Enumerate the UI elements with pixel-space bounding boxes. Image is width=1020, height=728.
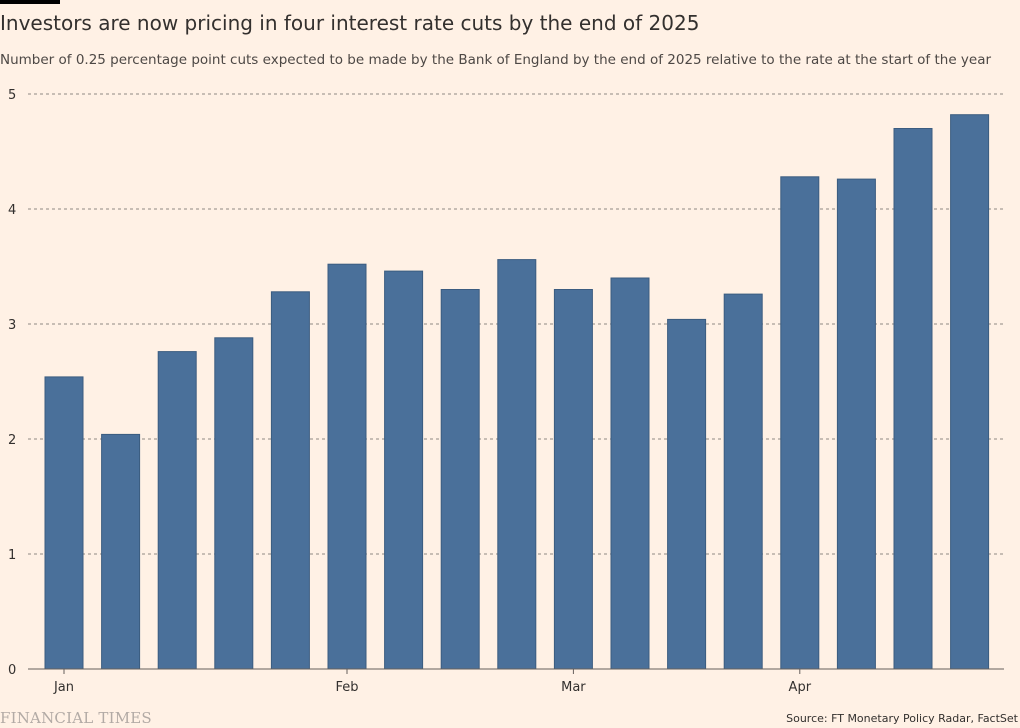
bar [836, 178, 876, 670]
bar [893, 128, 933, 670]
x-tick-label: Apr [789, 680, 812, 695]
y-tick-label: 5 [8, 88, 16, 103]
bar [723, 293, 763, 670]
bar [440, 289, 480, 670]
bar [327, 263, 367, 670]
bar [780, 176, 820, 670]
bar [214, 337, 254, 670]
chart-title: Investors are now pricing in four intere… [0, 11, 700, 35]
bar [270, 291, 310, 670]
y-tick-label: 0 [8, 663, 16, 678]
bar-chart: 0 1 2 3 4 5 Jan Feb Mar Apr [8, 88, 1004, 695]
y-tick-label: 2 [8, 433, 16, 448]
bar [950, 114, 990, 670]
bar [553, 289, 593, 670]
chart-subtitle: Number of 0.25 percentage point cuts exp… [0, 52, 992, 68]
bar [667, 318, 707, 670]
y-tick-label: 3 [8, 318, 16, 333]
x-tick-label: Mar [561, 680, 586, 695]
bar [157, 351, 197, 670]
bar [497, 259, 537, 670]
ft-top-bar [0, 0, 60, 4]
y-tick-label: 1 [8, 548, 16, 563]
bar [384, 270, 424, 670]
source-note: Source: FT Monetary Policy Radar, FactSe… [786, 712, 1018, 725]
x-tick-label: Jan [53, 680, 74, 695]
y-tick-label: 4 [8, 203, 16, 218]
bar [610, 277, 650, 670]
bar [101, 433, 141, 670]
ft-logo: FINANCIAL TIMES [0, 709, 152, 727]
x-tick-label: Feb [335, 680, 358, 695]
bar [44, 376, 84, 670]
